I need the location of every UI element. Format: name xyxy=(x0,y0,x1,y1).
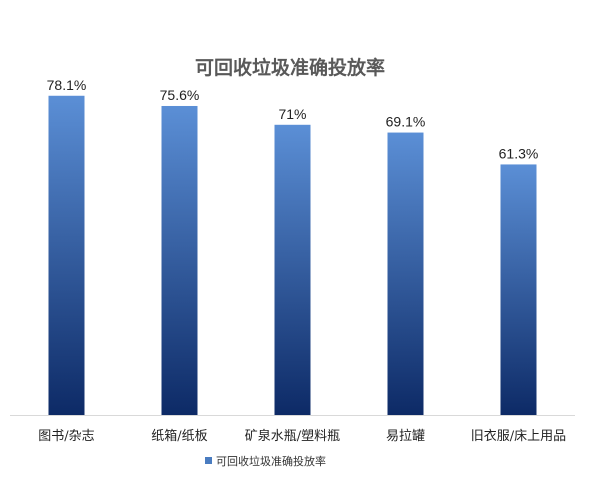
data-label-4: 69.1% xyxy=(386,114,426,130)
legend: 可回收垃圾准确投放率 xyxy=(205,454,326,468)
data-label-3: 71% xyxy=(278,106,306,122)
data-label-1: 78.1% xyxy=(47,77,87,93)
legend-label: 可回收垃圾准确投放率 xyxy=(216,454,326,468)
bar-2 xyxy=(161,105,198,416)
chart-title: 可回收垃圾准确投放率 xyxy=(195,56,385,79)
category-labels-layer: 图书/杂志 纸箱/纸板 矿泉水瓶/塑料瓶 易拉罐 旧衣服/床上用品 xyxy=(38,428,566,444)
bar-1 xyxy=(48,95,85,416)
bars-layer xyxy=(48,95,537,416)
value-labels-layer: 78.1% 75.6% 71% 69.1% 61.3% xyxy=(47,77,539,162)
category-label-3: 矿泉水瓶/塑料瓶 xyxy=(245,428,340,444)
category-label-4: 易拉罐 xyxy=(386,429,425,444)
category-label-5: 旧衣服/床上用品 xyxy=(471,428,566,444)
data-label-5: 61.3% xyxy=(499,145,539,161)
bar-5 xyxy=(500,164,537,415)
data-label-2: 75.6% xyxy=(160,87,200,103)
bar-3 xyxy=(274,124,311,415)
category-label-2: 纸箱/纸板 xyxy=(151,428,207,444)
legend-swatch xyxy=(205,457,212,464)
bar-4 xyxy=(387,132,424,415)
category-label-1: 图书/杂志 xyxy=(38,429,94,444)
